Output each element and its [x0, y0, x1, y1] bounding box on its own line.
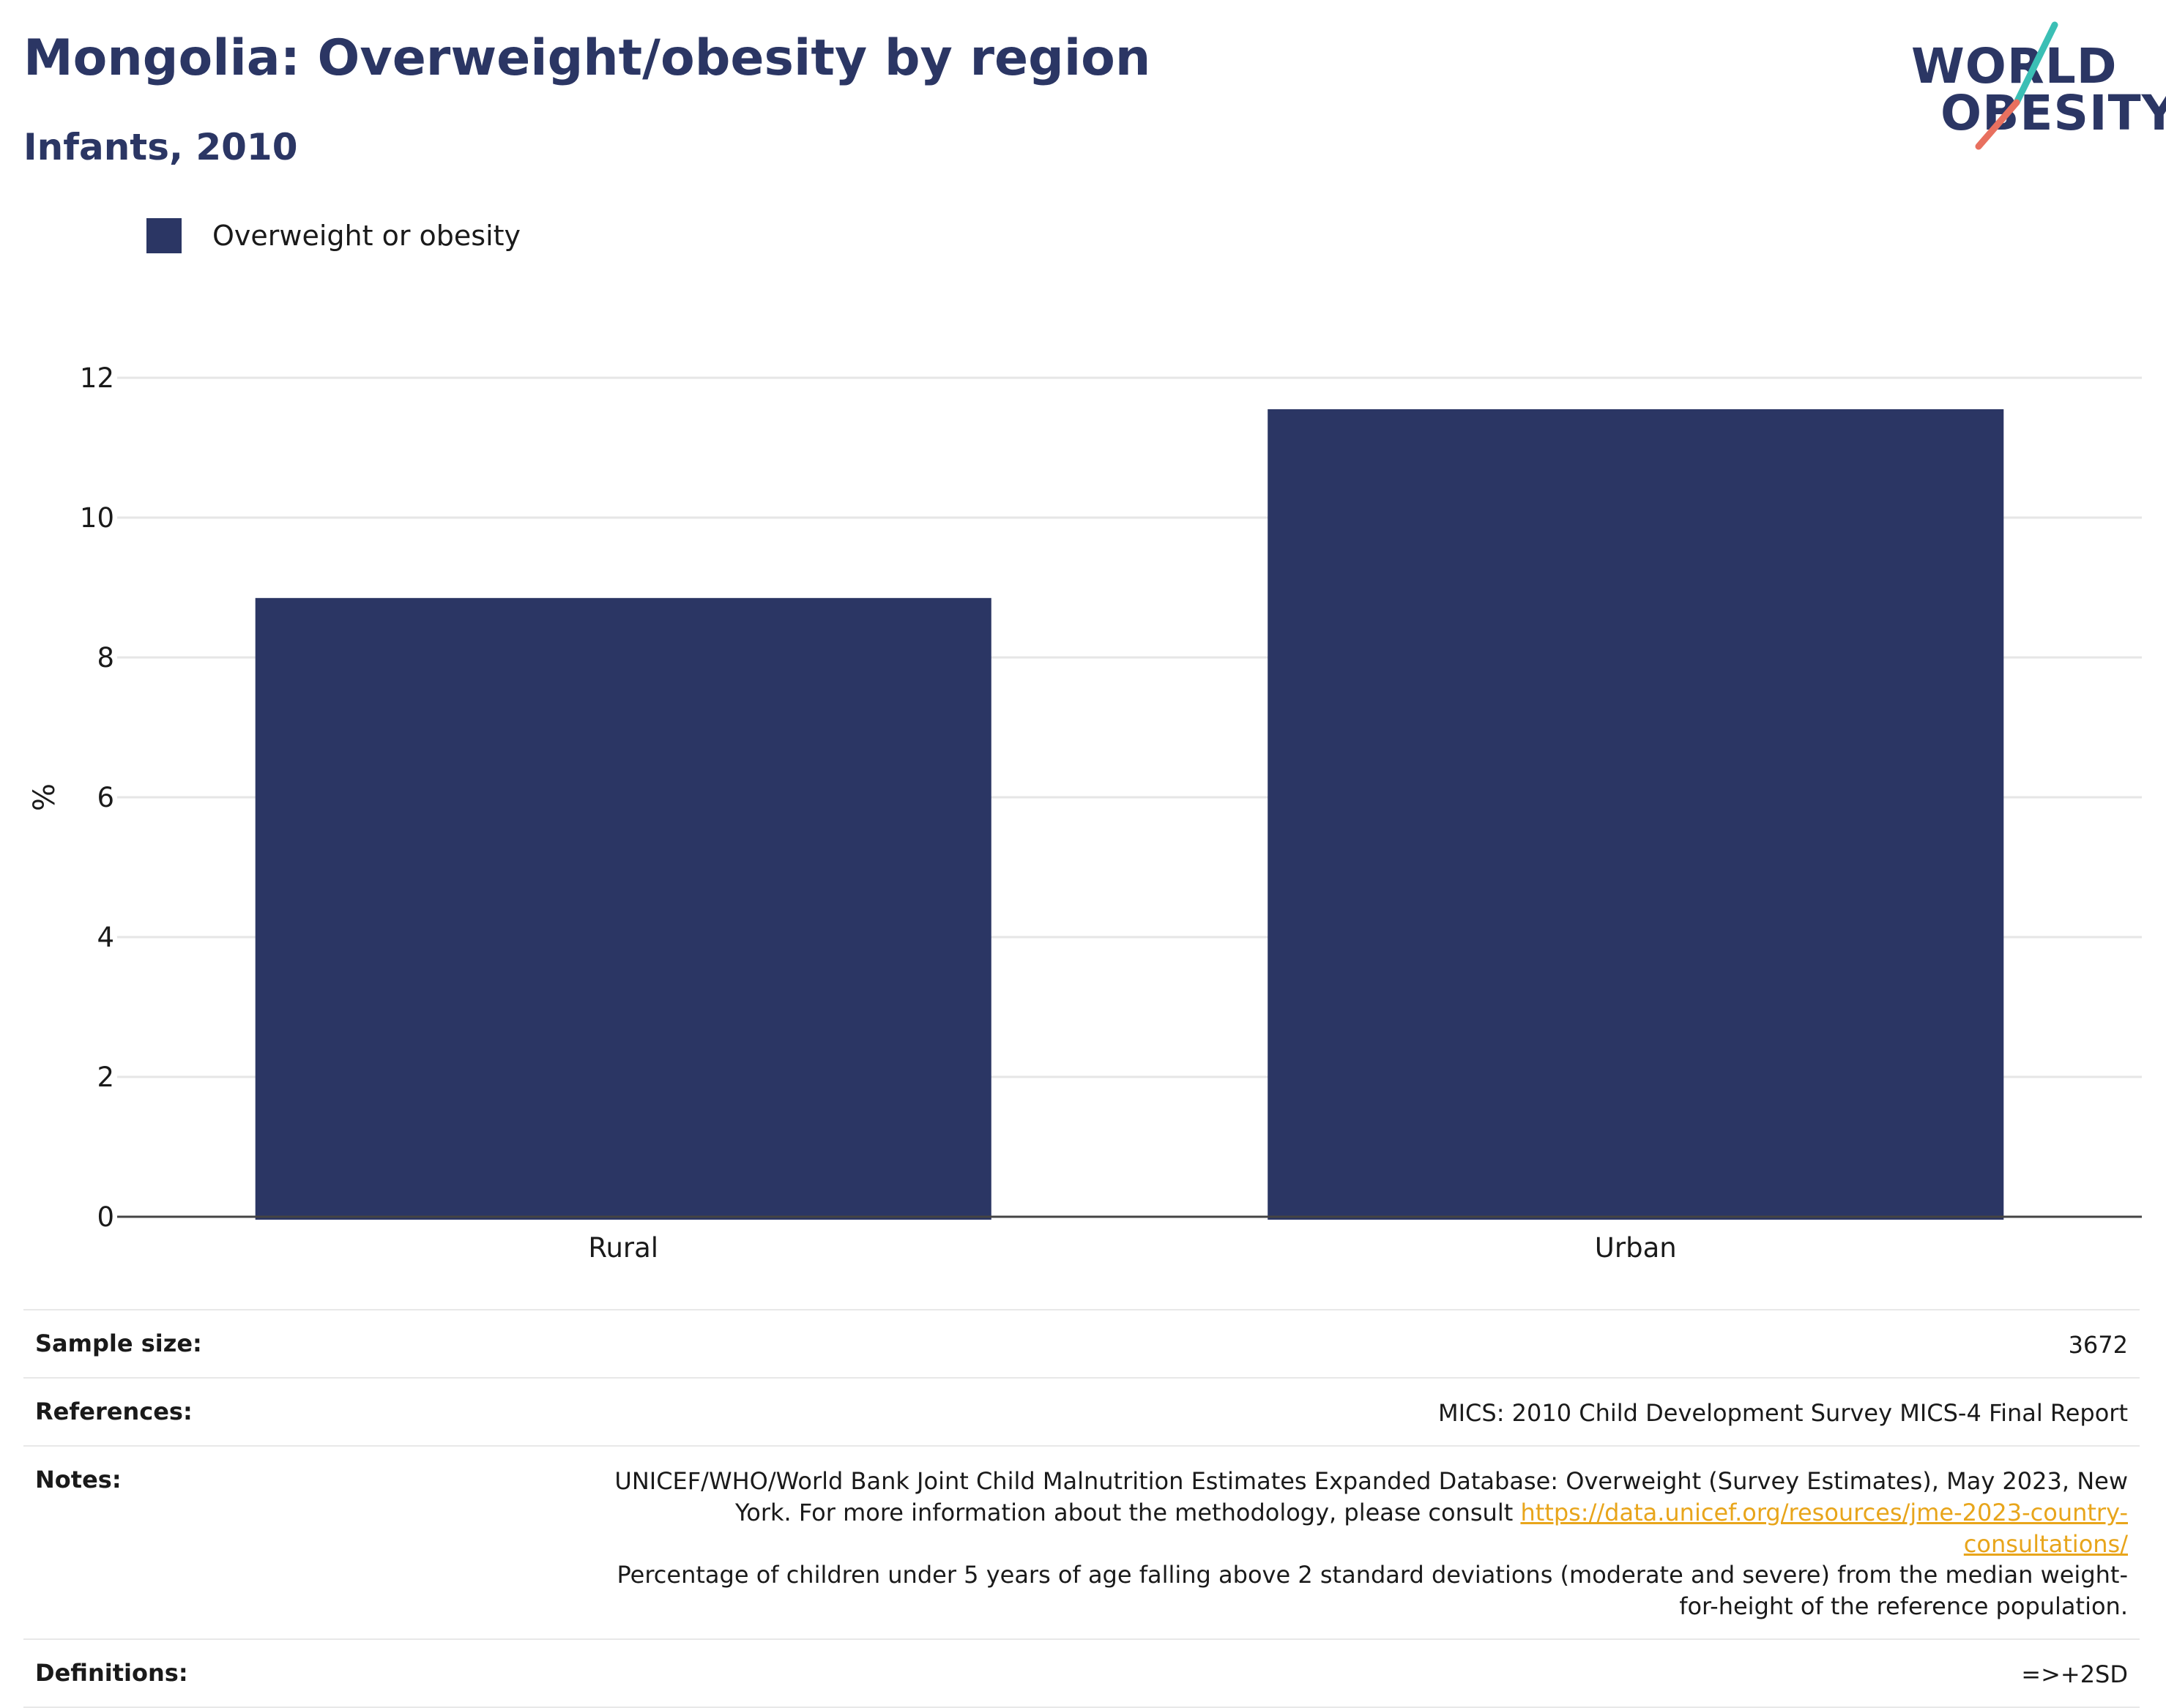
y-tick-label: 12	[80, 362, 114, 394]
chart-subtitle: Infants, 2010	[23, 126, 298, 168]
metadata-table: Sample size: 3672 References: MICS: 2010…	[23, 1309, 2140, 1708]
bar-urban	[1268, 409, 2004, 1220]
y-axis-label: %	[28, 783, 62, 811]
notes-row: Notes: UNICEF/WHO/World Bank Joint Child…	[23, 1444, 2140, 1638]
definitions-label: Definitions:	[35, 1659, 188, 1688]
logo-line-2: OBESITY	[1940, 85, 2166, 141]
bar-rural	[255, 597, 991, 1220]
definitions-row: Definitions: =>+2SD	[23, 1638, 2140, 1708]
notes-text-2: Percentage of children under 5 years of …	[617, 1561, 2129, 1621]
references-row: References: MICS: 2010 Child Development…	[23, 1376, 2140, 1445]
x-tick-label: Urban	[1595, 1232, 1677, 1264]
bar-chart: 0 2 4 6 8 10 12 Rural Urban%	[28, 362, 2142, 1264]
sample-size-row: Sample size: 3672	[23, 1309, 2140, 1377]
x-tick-label: Rural	[588, 1232, 658, 1264]
world-obesity-logo[interactable]: WORLD OBESITY	[1911, 20, 2166, 152]
notes-link[interactable]: https://data.unicef.org/resources/jme-20…	[1520, 1498, 2128, 1558]
sample-size-label: Sample size:	[35, 1330, 202, 1357]
y-tick-label: 2	[97, 1062, 114, 1093]
legend-swatch	[146, 218, 182, 253]
references-value: MICS: 2010 Child Development Survey MICS…	[1437, 1398, 2128, 1427]
y-tick-label: 10	[80, 502, 114, 534]
logo-line-1: WORLD	[1911, 38, 2118, 94]
legend: Overweight or obesity	[146, 218, 521, 253]
y-tick-label: 8	[97, 642, 114, 674]
notes-text-1: UNICEF/WHO/World Bank Joint Child Malnut…	[614, 1466, 2128, 1526]
y-tick-label: 6	[97, 782, 114, 813]
logo-slash-icon	[1975, 21, 2058, 150]
legend-label: Overweight or obesity	[212, 220, 521, 252]
y-tick-label: 0	[97, 1201, 114, 1233]
definitions-value: =>+2SD	[2021, 1660, 2128, 1689]
sample-size-value: 3672	[2068, 1331, 2128, 1359]
y-tick-label: 4	[97, 922, 114, 953]
references-label: References:	[35, 1397, 193, 1425]
notes-value: UNICEF/WHO/World Bank Joint Child Malnut…	[605, 1466, 2128, 1622]
notes-label: Notes:	[35, 1465, 122, 1493]
chart-title: Mongolia: Overweight/obesity by region	[23, 29, 1151, 87]
